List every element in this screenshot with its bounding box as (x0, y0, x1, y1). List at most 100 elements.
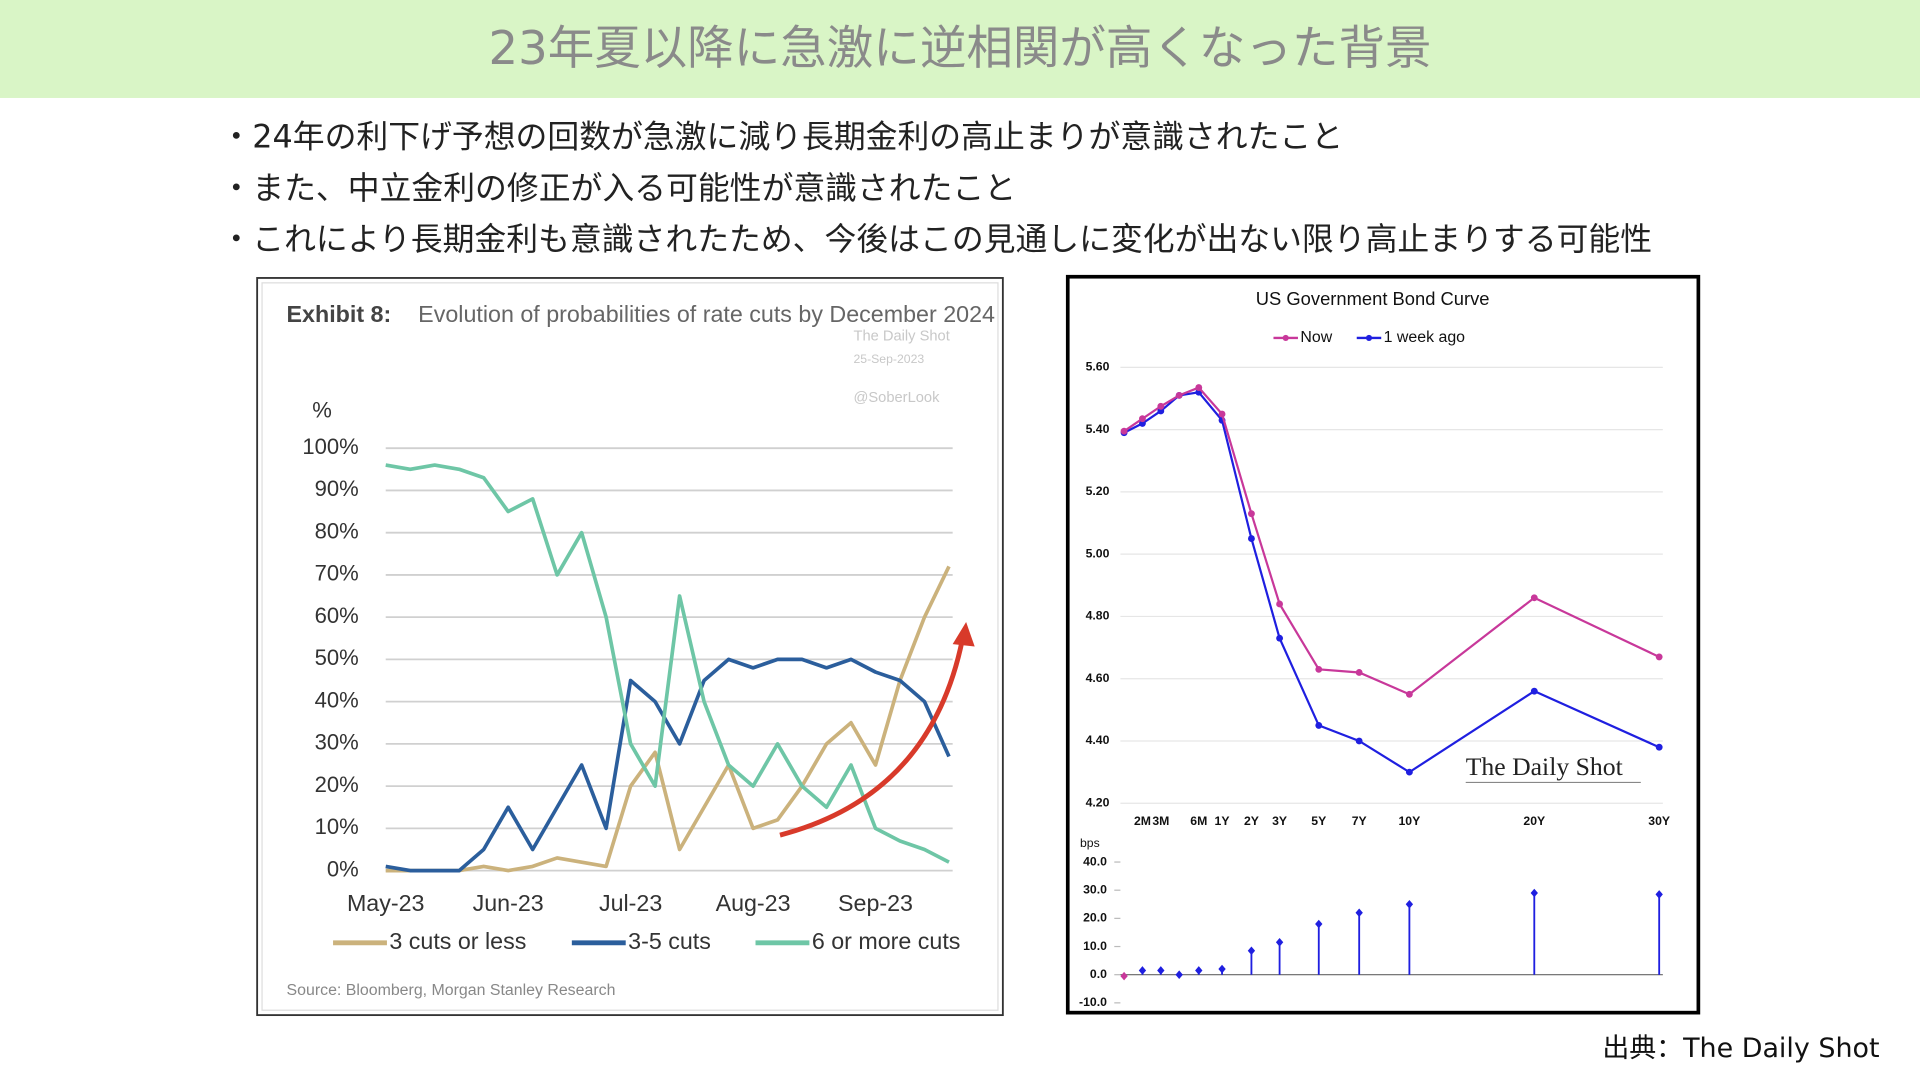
y-tick-label: 10.0 (1083, 939, 1107, 953)
series-point (1120, 427, 1128, 435)
slide-title: 23年夏以降に急激に逆相関が高くなった背景 (488, 21, 1431, 75)
legend-label: 1 week ago (1384, 329, 1466, 346)
y-tick-label: 20.0 (1083, 911, 1107, 925)
series-point (1405, 690, 1413, 698)
legend-label: 3 cuts or less (389, 928, 526, 954)
y-tick-label: 4.60 (1086, 671, 1110, 685)
chart-title-text: Exhibit 8: Evolution of probabilities of … (287, 295, 997, 335)
y-tick-label: 50% (315, 645, 359, 670)
stem-marker (1405, 900, 1414, 909)
y-tick-label: 30% (315, 730, 359, 755)
y-tick-label: 0% (327, 856, 359, 881)
y-tick-label: 90% (315, 476, 359, 501)
bullet: ・また、中立金利の修正が入る可能性が意識されたこと (220, 169, 1016, 207)
x-tick-label: 1Y (1215, 814, 1230, 828)
series-point (1175, 391, 1183, 399)
x-tick-label: 3Y (1272, 814, 1287, 828)
x-tick-label: 20Y (1523, 814, 1545, 828)
header-band (0, 0, 1920, 98)
stem-marker (1175, 970, 1183, 979)
series-point (1355, 737, 1363, 745)
legend-label: Now (1300, 329, 1332, 346)
y-axis-label: bps (1080, 836, 1100, 850)
watermark: 25-Sep-2023 (853, 352, 924, 366)
watermark: The Daily Shot (853, 329, 949, 345)
y-tick-label: 80% (315, 518, 359, 543)
legend-marker (1365, 334, 1373, 342)
y-tick-label: 0.0 (1090, 967, 1107, 981)
arrow-head (952, 622, 975, 647)
y-tick-label: 70% (315, 561, 359, 586)
y-tick-label: 10% (315, 814, 359, 839)
series-point (1655, 743, 1663, 751)
x-tick-label: 5Y (1311, 814, 1326, 828)
stem-marker (1218, 964, 1226, 974)
chart-frame (1065, 274, 1701, 1015)
y-tick-label: 5.00 (1086, 546, 1110, 560)
y-tick-label: 20% (315, 772, 359, 797)
x-tick-label: 3M (1152, 814, 1169, 828)
legend-label: 6 or more cuts (812, 928, 961, 954)
logo: The Daily Shot (1466, 752, 1623, 781)
series-point (1218, 410, 1226, 418)
series-point (1655, 653, 1663, 661)
chart-source: Source: Bloomberg, Morgan Stanley Resear… (287, 982, 616, 999)
series-point (1276, 600, 1284, 608)
series-point (1315, 665, 1323, 673)
series-line (385, 463, 950, 864)
bullet: ・24年の利下げ予想の回数が急激に減り長期金利の高止まりが意識されたこと (220, 117, 1343, 155)
legend-label: 3-5 cuts (628, 928, 711, 954)
x-tick-label: 10Y (1398, 814, 1420, 828)
legend-marker (1282, 334, 1289, 342)
chart-title: Evolution of probabilities of rate cuts … (418, 302, 995, 329)
exhibit-label: Exhibit 8: (286, 302, 392, 329)
y-tick-label: 5.60 (1086, 360, 1110, 374)
series-point (1530, 687, 1538, 695)
series-point (1405, 768, 1413, 776)
chart-frame (256, 277, 1004, 1017)
x-tick-label: Aug-23 (716, 890, 791, 916)
y-tick-label: 40.0 (1083, 854, 1107, 868)
x-tick-label: 2M (1134, 814, 1151, 828)
bullet: ・これにより長期金利も意識されたため、今後はこの見通しに変化が出ない限り高止まり… (220, 220, 1652, 258)
series-point (1195, 384, 1203, 392)
series-point (1355, 669, 1363, 676)
y-tick-label: 4.40 (1086, 733, 1110, 747)
series-point (1530, 594, 1538, 602)
series-point (1248, 510, 1255, 518)
source: 出典：The Daily Shot (1602, 1033, 1879, 1064)
x-tick-label: May-23 (347, 890, 425, 916)
y-tick-label: 40% (315, 687, 359, 712)
y-tick-label: 100% (302, 434, 358, 459)
y-axis-label: % (312, 397, 332, 422)
x-tick-label: 2Y (1244, 814, 1259, 828)
series-point (1157, 402, 1165, 410)
stem-marker (1157, 966, 1165, 975)
x-tick-label: Sep-23 (838, 890, 913, 916)
series-point (1315, 721, 1323, 729)
chart-plot: 0% 10% 20% 30% 40% 50% 60% 70% 80% 90% 100% May-23 J… (302, 434, 960, 954)
series-line (385, 565, 951, 873)
y-tick-label: 30.0 (1083, 882, 1107, 896)
y-tick-label: 4.20 (1086, 795, 1110, 809)
y-tick-label: 5.40 (1086, 422, 1110, 436)
y-tick-label: 4.80 (1086, 609, 1110, 623)
x-tick-label: Jul-23 (599, 890, 662, 916)
y-tick-label: 60% (315, 603, 359, 628)
y-tick-label: 5.20 (1086, 484, 1110, 498)
series-point (1139, 415, 1146, 423)
series-point (1276, 634, 1284, 642)
y-tick-label: -10.0 (1079, 995, 1107, 1009)
x-tick-label: 6M (1190, 814, 1207, 828)
x-tick-label: 7Y (1352, 814, 1367, 828)
stem-marker (1138, 966, 1147, 975)
chart-title-box: Exhibit 8: Evolution of probabilities of … (287, 295, 997, 335)
chart-plot: 4.20 4.40 4.60 4.80 5.00 5.20 5.40 5.60 2M 3M 6M 1Y… (1079, 329, 1670, 1009)
stem-marker (1315, 919, 1323, 929)
x-tick-label: Jun-23 (473, 890, 544, 916)
series-line (385, 657, 951, 873)
chart-inner-frame (261, 282, 999, 1011)
chart-title: US Government Bond Curve (1256, 288, 1490, 309)
